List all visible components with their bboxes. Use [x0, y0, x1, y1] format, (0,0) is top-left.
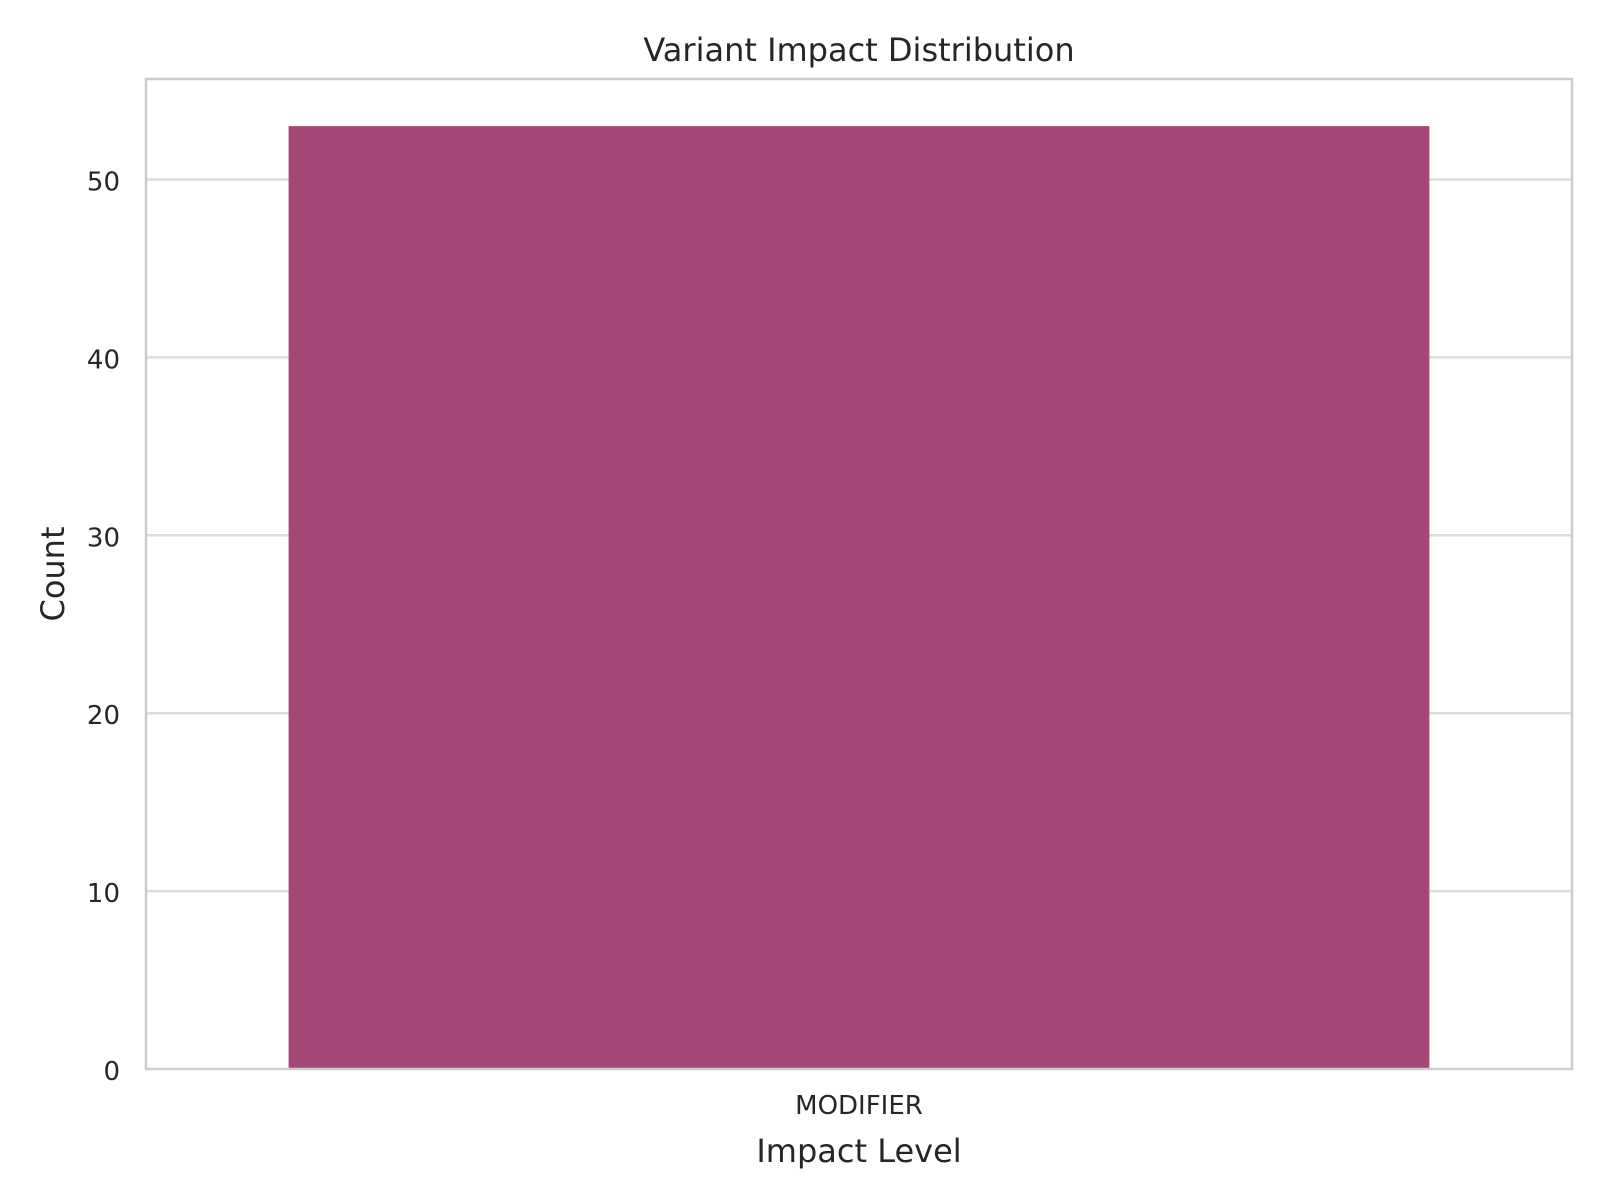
x-axis-label: Impact Level — [756, 1132, 961, 1170]
y-tick-label-20: 20 — [87, 701, 120, 731]
y-axis-label: Count — [34, 526, 72, 621]
chart-title: Variant Impact Distribution — [643, 31, 1074, 69]
bar-modifier — [288, 126, 1430, 1069]
y-tick-label-40: 40 — [87, 345, 120, 375]
bars — [288, 126, 1430, 1069]
y-tick-label-10: 10 — [87, 879, 120, 909]
plot-frame — [144, 77, 1574, 1071]
x-tick-labels: MODIFIER — [795, 1091, 923, 1121]
y-tick-labels: 0 10 20 30 40 50 — [87, 168, 120, 1087]
x-tick-label-modifier: MODIFIER — [795, 1091, 923, 1121]
y-tick-label-30: 30 — [87, 523, 120, 553]
y-tick-label-50: 50 — [87, 168, 120, 198]
y-tick-label-0: 0 — [103, 1057, 120, 1087]
